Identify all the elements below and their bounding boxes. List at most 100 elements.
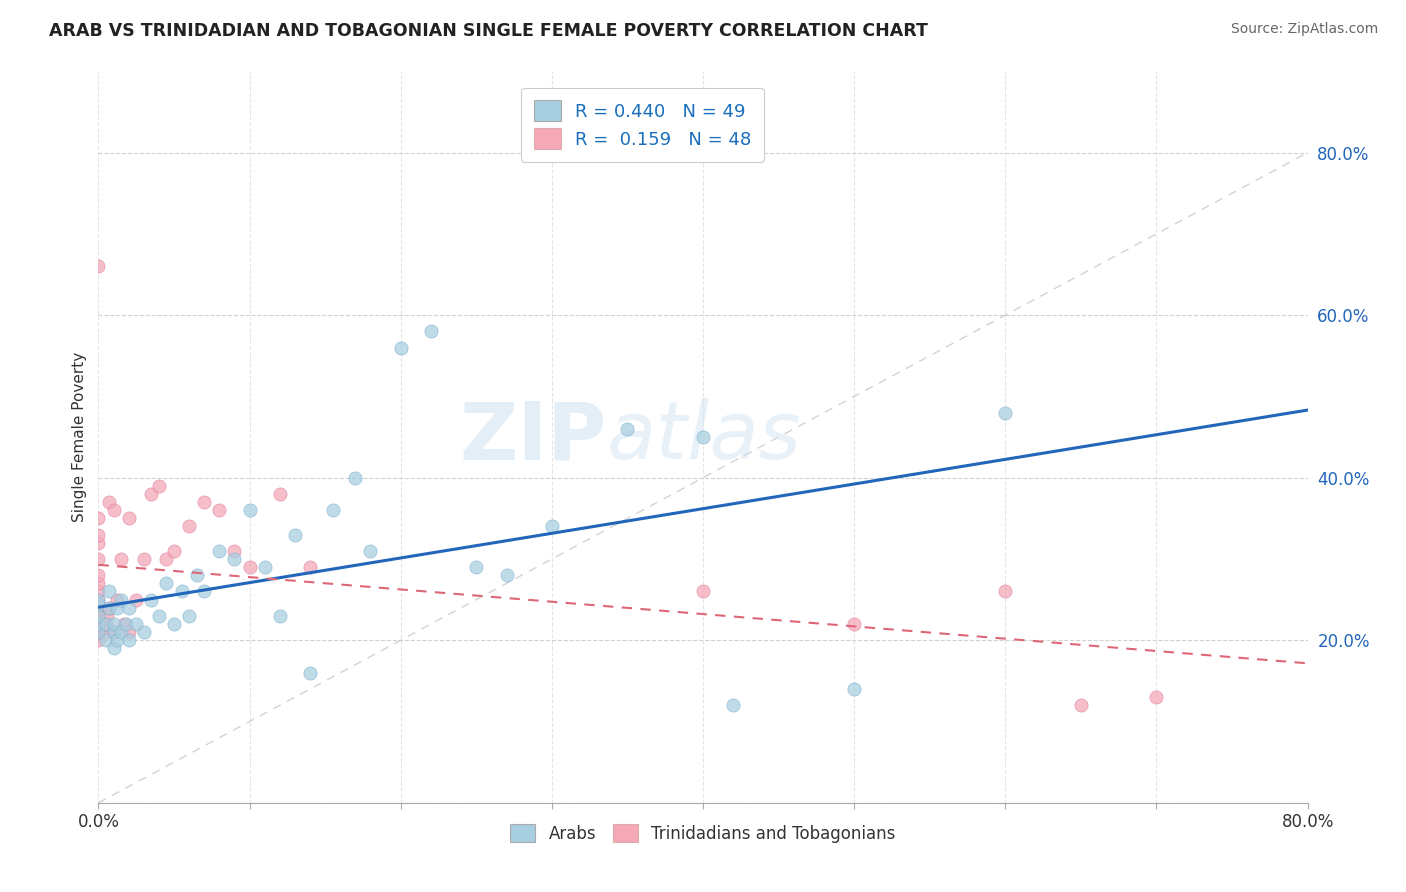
Point: [118, 600, 141, 615]
Point: [96, 608, 118, 623]
Point: [98, 600, 121, 615]
Point: [94, 617, 117, 632]
Point: [87, 605, 110, 619]
Point: [105, 592, 128, 607]
Point: [420, 325, 443, 339]
Text: ARAB VS TRINIDADIAN AND TOBAGONIAN SINGLE FEMALE POVERTY CORRELATION CHART: ARAB VS TRINIDADIAN AND TOBAGONIAN SINGL…: [49, 22, 928, 40]
Point: [269, 487, 291, 501]
Point: [87, 625, 110, 640]
Point: [344, 471, 367, 485]
Point: [118, 511, 141, 525]
Point: [87, 597, 110, 611]
Point: [87, 552, 110, 566]
Text: ZIP: ZIP: [458, 398, 606, 476]
Point: [1070, 698, 1092, 713]
Point: [105, 600, 128, 615]
Point: [87, 260, 110, 274]
Point: [87, 617, 110, 632]
Point: [495, 568, 517, 582]
Point: [98, 495, 121, 509]
Point: [155, 576, 177, 591]
Point: [98, 584, 121, 599]
Y-axis label: Single Female Poverty: Single Female Poverty: [72, 352, 87, 522]
Point: [112, 617, 135, 632]
Point: [179, 608, 201, 623]
Point: [94, 617, 117, 632]
Point: [94, 625, 117, 640]
Point: [87, 625, 110, 640]
Point: [103, 503, 125, 517]
Point: [87, 617, 110, 632]
Point: [844, 617, 866, 632]
Point: [844, 681, 866, 696]
Point: [132, 625, 155, 640]
Point: [87, 600, 110, 615]
Point: [103, 617, 125, 632]
Point: [87, 592, 110, 607]
Point: [723, 698, 745, 713]
Text: atlas: atlas: [606, 398, 801, 476]
Point: [87, 511, 110, 525]
Point: [87, 613, 110, 627]
Point: [94, 633, 117, 648]
Point: [87, 597, 110, 611]
Point: [465, 560, 488, 574]
Point: [87, 535, 110, 549]
Point: [389, 341, 412, 355]
Point: [208, 503, 231, 517]
Point: [148, 479, 170, 493]
Point: [179, 519, 201, 533]
Text: Source: ZipAtlas.com: Source: ZipAtlas.com: [1230, 22, 1378, 37]
Point: [994, 406, 1017, 420]
Point: [87, 568, 110, 582]
Point: [125, 617, 148, 632]
Point: [299, 560, 322, 574]
Point: [114, 617, 136, 632]
Point: [299, 665, 322, 680]
Point: [87, 592, 110, 607]
Point: [118, 633, 141, 648]
Point: [692, 430, 714, 444]
Point: [155, 552, 177, 566]
Point: [170, 584, 193, 599]
Point: [141, 487, 163, 501]
Point: [994, 584, 1017, 599]
Point: [1144, 690, 1167, 705]
Point: [103, 625, 125, 640]
Point: [87, 621, 110, 635]
Point: [103, 625, 125, 640]
Point: [118, 625, 141, 640]
Point: [87, 584, 110, 599]
Point: [360, 544, 382, 558]
Point: [87, 608, 110, 623]
Point: [616, 422, 638, 436]
Point: [239, 560, 262, 574]
Point: [98, 600, 121, 615]
Point: [224, 552, 246, 566]
Point: [224, 544, 246, 558]
Point: [193, 584, 215, 599]
Point: [105, 633, 128, 648]
Point: [132, 552, 155, 566]
Point: [163, 544, 186, 558]
Point: [110, 592, 132, 607]
Point: [87, 633, 110, 648]
Point: [110, 625, 132, 640]
Point: [284, 527, 307, 541]
Point: [193, 495, 215, 509]
Point: [163, 617, 186, 632]
Point: [540, 519, 562, 533]
Point: [87, 576, 110, 591]
Point: [148, 608, 170, 623]
Point: [103, 641, 125, 656]
Point: [110, 552, 132, 566]
Point: [141, 592, 163, 607]
Point: [186, 568, 208, 582]
Point: [87, 608, 110, 623]
Point: [208, 544, 231, 558]
Point: [239, 503, 262, 517]
Point: [322, 503, 344, 517]
Point: [269, 608, 291, 623]
Point: [125, 592, 148, 607]
Legend: Arabs, Trinidadians and Tobagonians: Arabs, Trinidadians and Tobagonians: [503, 818, 903, 849]
